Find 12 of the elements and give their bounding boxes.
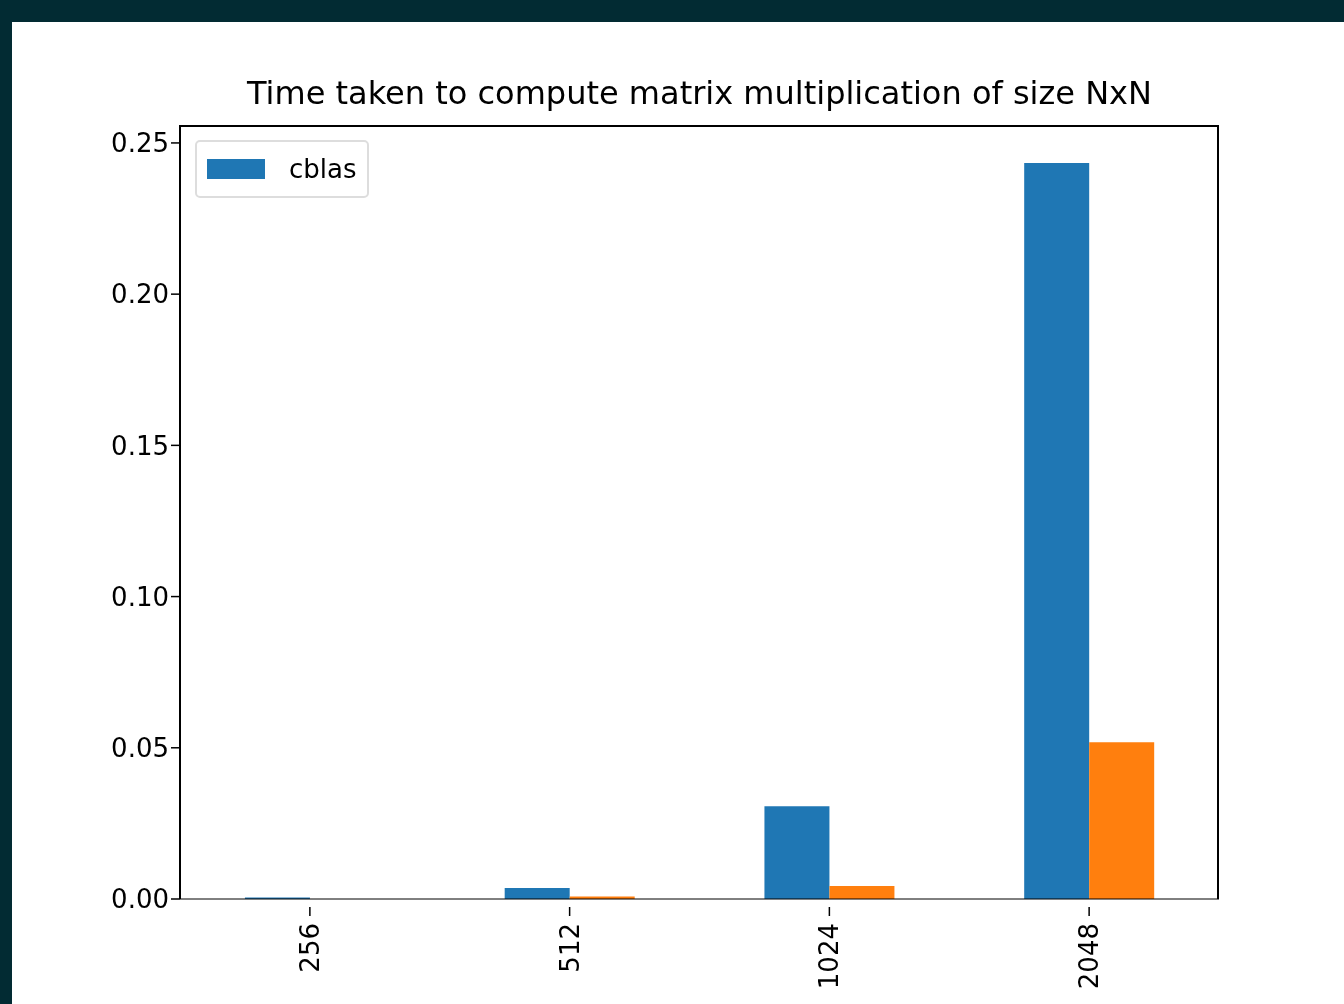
- x-tick-label: 256: [294, 923, 325, 973]
- y-tick-label: 0.25: [111, 128, 169, 159]
- legend-label: cblas: [289, 154, 357, 184]
- y-tick-label: 0.05: [111, 733, 169, 764]
- x-tick-label: 1024: [814, 923, 845, 990]
- y-tick-label: 0.15: [111, 430, 169, 461]
- y-tick-label: 0.00: [111, 884, 169, 915]
- x-tick-label: 2048: [1074, 923, 1105, 990]
- x-tick-label: 512: [554, 923, 585, 973]
- y-tick-label: 0.20: [111, 279, 169, 310]
- y-tick-label: 0.10: [111, 581, 169, 612]
- chart-title: Time taken to compute matrix multiplication of size NxN: [246, 74, 1153, 112]
